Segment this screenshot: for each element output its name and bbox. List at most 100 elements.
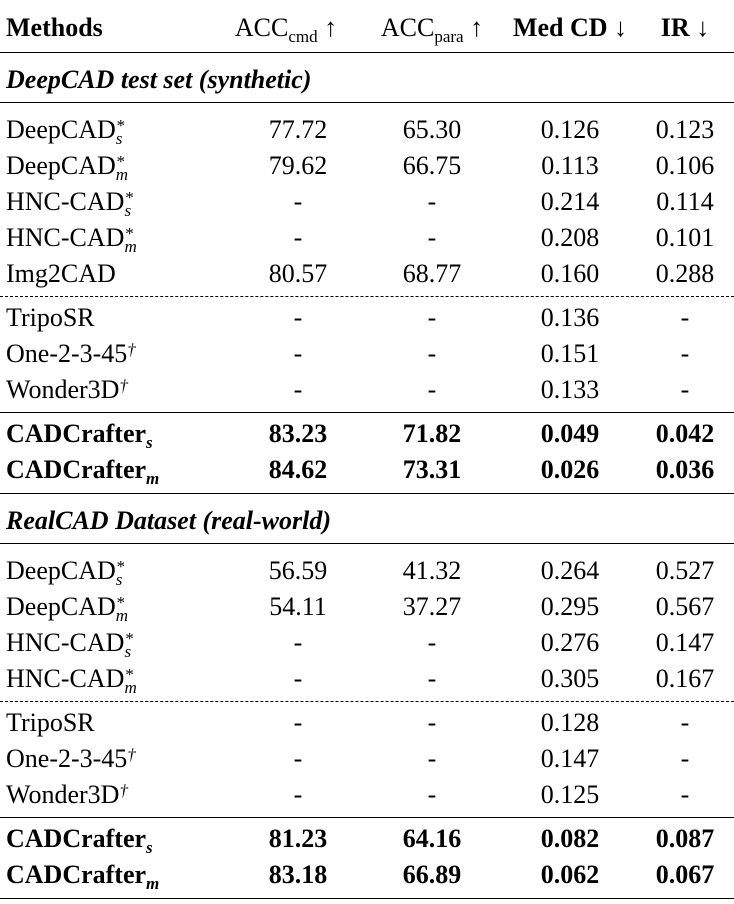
value-cell: - — [294, 374, 303, 406]
value: 0.082 — [540, 824, 600, 853]
value: 83.23 — [268, 419, 328, 448]
value-cell: 56.59 — [269, 555, 328, 587]
section-title: RealCAD Dataset (real-world) — [6, 506, 331, 535]
header-cell: Med CD ↓ — [513, 12, 627, 44]
value: - — [293, 339, 303, 368]
value: 83.18 — [268, 860, 328, 889]
value: 0.067 — [655, 860, 715, 889]
method-cell: DeepCAD * m — [6, 150, 128, 183]
value: 0.128 — [540, 708, 600, 737]
rule — [0, 493, 734, 494]
value: 0.527 — [655, 556, 715, 585]
value-cell: 0.126 — [541, 114, 600, 146]
value: - — [293, 303, 303, 332]
method-name: DeepCAD — [6, 556, 116, 585]
method-name: HNC-CAD — [6, 187, 125, 216]
method-sup: * — [115, 116, 125, 136]
value: 0.026 — [540, 455, 600, 484]
method-sub: m — [115, 606, 129, 626]
value-cell: - — [294, 627, 303, 659]
value-cell: 0.101 — [656, 222, 715, 254]
method-sup: † — [119, 376, 128, 396]
value-cell: - — [681, 338, 690, 370]
value-cell: 83.23 — [269, 418, 328, 450]
rule — [0, 543, 734, 544]
method-name: Wonder3D — [6, 780, 120, 809]
value: 0.125 — [540, 780, 600, 809]
value: 0.151 — [540, 339, 600, 368]
script-stack: † — [127, 341, 136, 369]
value-cell: - — [294, 707, 303, 739]
value: 0.276 — [540, 628, 600, 657]
value-cell: 0.082 — [541, 823, 600, 855]
value: 0.042 — [655, 419, 715, 448]
header-cell: ACCcmd ↑ — [235, 12, 337, 46]
value-cell: - — [681, 743, 690, 775]
value: 68.77 — [402, 259, 462, 288]
value: - — [427, 303, 437, 332]
value: 0.106 — [655, 151, 715, 180]
value-cell: - — [681, 707, 690, 739]
value-cell: - — [428, 707, 437, 739]
dashed-rule — [0, 296, 734, 297]
value: - — [293, 780, 303, 809]
value: 84.62 — [268, 455, 328, 484]
value-cell: 0.036 — [656, 454, 715, 486]
value: 0.036 — [655, 455, 715, 484]
method-cell: One-2-3-45 † — [6, 338, 136, 370]
rule — [0, 102, 734, 103]
header-text: IR — [660, 13, 690, 42]
value-cell: 0.151 — [541, 338, 600, 370]
value-cell: 79.62 — [269, 150, 328, 182]
script-stack: † — [127, 746, 136, 774]
value-cell: - — [428, 338, 437, 370]
value-cell: 0.049 — [541, 418, 600, 450]
script-stack: † — [119, 376, 128, 405]
method-sup: * — [115, 152, 125, 172]
value-cell: 0.106 — [656, 150, 715, 182]
value: - — [680, 780, 690, 809]
method-cell: CADCrafter m — [6, 454, 159, 487]
method-sup: * — [124, 188, 133, 208]
value: 0.567 — [655, 592, 715, 621]
value-cell: - — [294, 222, 303, 254]
value: 0.114 — [656, 187, 714, 216]
rule — [0, 817, 734, 818]
section-title-cell: RealCAD Dataset (real-world) — [6, 505, 331, 537]
value-cell: 0.295 — [541, 591, 600, 623]
value: 77.72 — [268, 115, 328, 144]
value: 66.89 — [402, 860, 462, 889]
value-cell: - — [428, 663, 437, 695]
method-sup: * — [115, 593, 125, 613]
value-cell: - — [428, 743, 437, 775]
value-cell: 0.128 — [541, 707, 600, 739]
method-cell: CADCrafter s — [6, 418, 153, 451]
script-stack: * m — [124, 225, 136, 255]
value: 0.288 — [655, 259, 715, 288]
method-cell: Wonder3D † — [6, 374, 128, 406]
header-text: ACC — [380, 13, 435, 42]
value: - — [680, 708, 690, 737]
value-cell: - — [428, 302, 437, 334]
method-name: CADCrafter — [6, 860, 147, 889]
value-cell: 0.288 — [656, 258, 715, 290]
value-cell: 0.113 — [541, 150, 599, 182]
value: 0.264 — [540, 556, 600, 585]
value: 66.75 — [402, 151, 462, 180]
value-cell: 0.527 — [656, 555, 715, 587]
value: - — [293, 628, 303, 657]
value-cell: 77.72 — [269, 114, 328, 146]
method-name: Wonder3D — [6, 375, 120, 404]
script-stack: * s — [115, 116, 125, 147]
value-cell: 0.042 — [656, 418, 715, 450]
method-name: One-2-3-45 — [6, 339, 128, 368]
method-name: TripoSR — [6, 303, 95, 332]
value-cell: 0.305 — [541, 663, 600, 695]
method-sub: s — [124, 642, 132, 662]
value: - — [293, 187, 303, 216]
value: - — [680, 744, 690, 773]
value: - — [293, 375, 303, 404]
value-cell: 0.087 — [656, 823, 715, 855]
value: - — [293, 664, 303, 693]
header-cell: Methods — [6, 12, 103, 44]
